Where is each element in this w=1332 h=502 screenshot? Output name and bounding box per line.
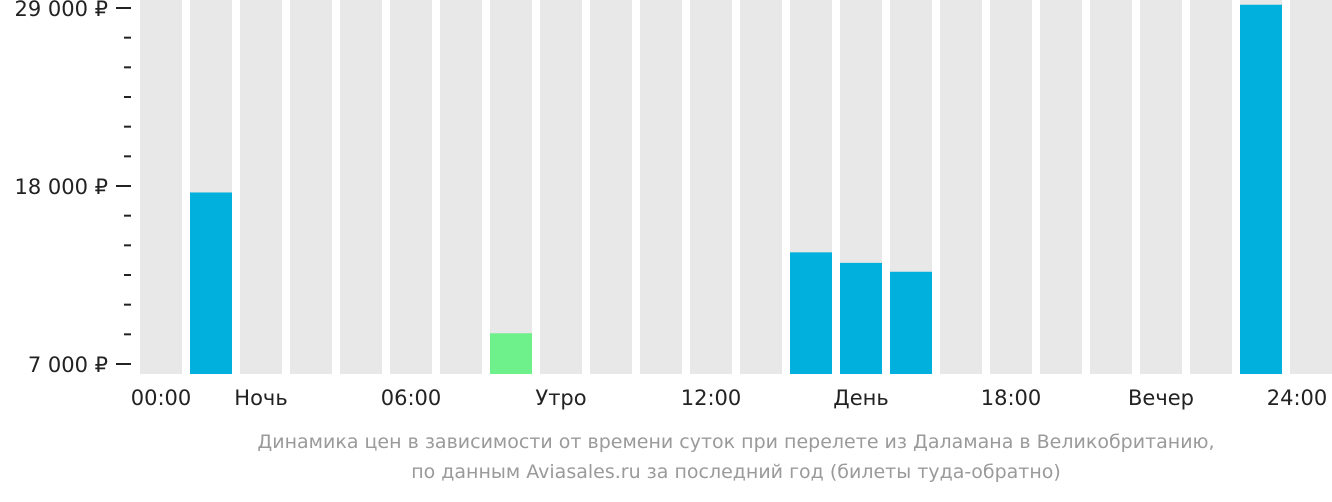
x-tick-label: Ночь bbox=[234, 386, 287, 410]
x-tick-label: 06:00 bbox=[381, 386, 442, 410]
background-column-16 bbox=[940, 0, 982, 374]
chart-caption-line-1: Динамика цен в зависимости от времени су… bbox=[257, 431, 1215, 453]
background-column-11 bbox=[690, 0, 732, 374]
background-column-19 bbox=[1090, 0, 1132, 374]
background-column-0 bbox=[140, 0, 182, 374]
x-tick-label: 00:00 bbox=[131, 386, 192, 410]
background-column-23 bbox=[1290, 0, 1332, 374]
background-column-12 bbox=[740, 0, 782, 374]
background-column-17 bbox=[990, 0, 1032, 374]
background-column-10 bbox=[640, 0, 682, 374]
price-bar-hour-15[interactable] bbox=[890, 271, 932, 374]
x-tick-label: 12:00 bbox=[681, 386, 742, 410]
price-bar-hour-13[interactable] bbox=[790, 252, 832, 374]
y-tick-label: 29 000 ₽ bbox=[14, 0, 108, 21]
x-tick-label: 18:00 bbox=[981, 386, 1042, 410]
price-bar-hour-22[interactable] bbox=[1240, 4, 1282, 374]
y-axis: 29 000 ₽ 18 000 ₽ 7 000 ₽ bbox=[14, 0, 131, 377]
x-axis: 00:00 Ночь 06:00 Утро 12:00 День 18:00 Вечер 24:… bbox=[131, 386, 1328, 410]
background-columns bbox=[140, 0, 1332, 374]
y-tick-label: 7 000 ₽ bbox=[28, 353, 108, 377]
price-bar-hour-14[interactable] bbox=[840, 262, 882, 374]
background-column-8 bbox=[540, 0, 582, 374]
background-column-21 bbox=[1190, 0, 1232, 374]
x-tick-label: Утро bbox=[535, 386, 586, 410]
y-tick-label: 18 000 ₽ bbox=[14, 175, 108, 199]
price-bars bbox=[190, 4, 1282, 374]
background-column-7 bbox=[490, 0, 532, 374]
background-column-5 bbox=[390, 0, 432, 374]
x-tick-label: День bbox=[833, 386, 888, 410]
x-tick-label: Вечер bbox=[1128, 386, 1194, 410]
background-column-2 bbox=[240, 0, 282, 374]
background-column-9 bbox=[590, 0, 632, 374]
background-column-6 bbox=[440, 0, 482, 374]
x-tick-label: 24:00 bbox=[1267, 386, 1328, 410]
chart-caption-line-2: по данным Aviasales.ru за последний год … bbox=[411, 461, 1061, 483]
price-bar-hour-1[interactable] bbox=[190, 192, 232, 374]
background-column-18 bbox=[1040, 0, 1082, 374]
background-column-20 bbox=[1140, 0, 1182, 374]
background-column-4 bbox=[340, 0, 382, 374]
price-bar-hour-7[interactable] bbox=[490, 333, 532, 374]
background-column-3 bbox=[290, 0, 332, 374]
